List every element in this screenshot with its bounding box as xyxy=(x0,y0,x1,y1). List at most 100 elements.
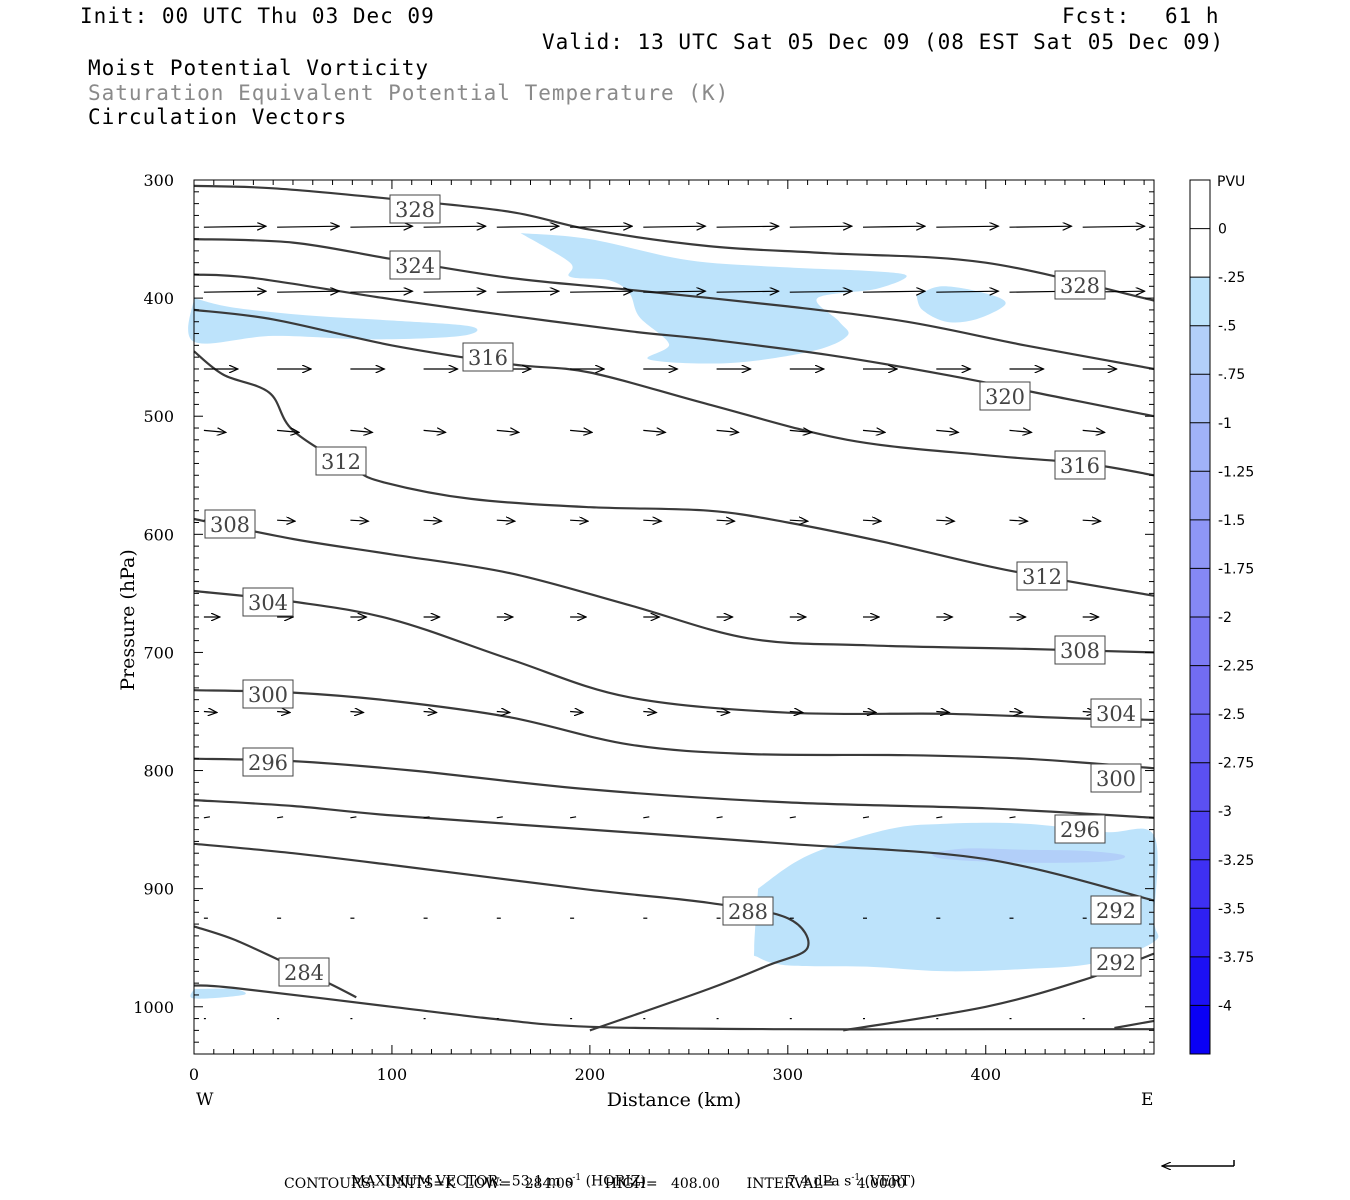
circulation-vector xyxy=(789,291,852,292)
theta-contour-300 xyxy=(193,689,1155,770)
circulation-vector xyxy=(423,291,486,292)
circulation-vector xyxy=(423,712,437,713)
colorbar-label: -1.75 xyxy=(1218,561,1254,577)
max-vector-vert-line: 7.4 dPa s-1 (VERT) xyxy=(778,1157,916,1190)
mpv-shaded-region xyxy=(190,988,246,999)
horiz-exponent: -1 xyxy=(572,1173,582,1183)
colorbar-swatch xyxy=(1190,956,1210,1006)
contour-label-box xyxy=(242,679,294,709)
field-title-vectors: Circulation Vectors xyxy=(88,105,348,129)
colorbar-label: -1.25 xyxy=(1218,464,1254,480)
circulation-vector xyxy=(1009,430,1032,432)
circulation-vector xyxy=(423,520,442,521)
field-title-mpv: Moist Potential Vorticity xyxy=(88,56,430,80)
circulation-vector xyxy=(716,226,779,227)
contour-label-box xyxy=(1054,814,1106,844)
theta-contour-288 xyxy=(193,842,810,1032)
circulation-vector xyxy=(350,291,412,292)
contour-label-box xyxy=(242,587,294,617)
colorbar-swatch xyxy=(1190,1005,1210,1055)
max-vector-vert-tag: (VERT) xyxy=(864,1173,916,1190)
contour-label-box xyxy=(1054,270,1106,300)
circulation-vector xyxy=(1082,226,1145,227)
circulation-vector xyxy=(936,816,943,819)
colorbar-label: -2.75 xyxy=(1218,756,1254,772)
valid-time: Valid: 13 UTC Sat 05 Dec 09 (08 EST Sat … xyxy=(542,30,1225,54)
circulation-vector xyxy=(570,430,592,432)
y-tick-label: 400 xyxy=(143,289,174,308)
colorbar-label: -4 xyxy=(1218,998,1232,1014)
circulation-vector xyxy=(203,291,266,292)
contour-label-312: 312 xyxy=(321,450,361,474)
colorbar-label: -.75 xyxy=(1218,367,1245,383)
contour-label-box xyxy=(1090,947,1142,977)
contour-label-box xyxy=(1054,635,1106,665)
circulation-vector xyxy=(570,520,588,521)
circulation-vector xyxy=(203,430,226,432)
colorbar-swatch xyxy=(1190,180,1210,230)
reference-vector xyxy=(1162,1160,1235,1166)
forecast-hour: 61 h xyxy=(1165,4,1220,28)
circulation-vector xyxy=(350,520,368,521)
colorbar-label: -2.5 xyxy=(1218,707,1245,723)
circulation-vector xyxy=(1009,226,1072,227)
circulation-vector xyxy=(1082,520,1101,521)
circulation-vector xyxy=(350,226,412,227)
circulation-vector xyxy=(862,520,881,521)
contour-label-308: 308 xyxy=(1060,639,1100,663)
circulation-vector xyxy=(862,816,870,819)
contour-label-304: 304 xyxy=(1096,702,1136,726)
circulation-vector xyxy=(496,226,559,227)
circulation-vector xyxy=(423,430,446,432)
contour-label-316: 316 xyxy=(1060,454,1100,478)
colorbar-label: -.5 xyxy=(1218,319,1236,335)
contour-label-324: 324 xyxy=(395,254,435,278)
circulation-vector xyxy=(862,430,885,432)
x-tick-label: 400 xyxy=(970,1065,1001,1084)
circulation-vector xyxy=(1009,816,1016,819)
contour-label-box xyxy=(389,194,441,224)
vert-exponent: -1 xyxy=(851,1173,861,1183)
contour-label-296: 296 xyxy=(248,751,288,775)
circulation-vector xyxy=(203,226,266,227)
y-tick-label: 300 xyxy=(143,171,174,190)
contour-label-box xyxy=(1090,763,1142,793)
colorbar-swatch xyxy=(1190,228,1210,278)
theta-contour-316 xyxy=(193,308,1155,477)
y-tick-label: 1000 xyxy=(133,998,174,1017)
contour-label-box xyxy=(1054,450,1106,480)
circulation-vector xyxy=(643,712,656,713)
circulation-vector xyxy=(277,291,339,292)
contour-label-304: 304 xyxy=(248,591,288,615)
circulation-vector xyxy=(936,430,958,432)
colorbar-label: 0 xyxy=(1218,222,1227,238)
circulation-vector xyxy=(643,430,665,432)
contour-label-box xyxy=(1090,895,1142,925)
contour-label-box xyxy=(1090,698,1142,728)
colorbar-swatch xyxy=(1190,811,1210,861)
circulation-vector xyxy=(277,226,339,227)
circulation-vector xyxy=(789,712,803,713)
circulation-vector xyxy=(496,816,503,819)
contour-label-box xyxy=(1016,561,1068,591)
circulation-vector xyxy=(789,520,808,521)
circulation-vector xyxy=(716,291,779,292)
circulation-vector xyxy=(936,226,998,227)
circulation-vector xyxy=(936,291,998,292)
colorbar: 0 -.25 -.5 -.75 -1 -1.25 -1.5 -1.75 -2 -2.25 -2.5 -… xyxy=(1189,179,1254,1055)
colorbar-swatch xyxy=(1190,325,1210,375)
colorbar-swatch xyxy=(1190,665,1210,715)
contour-label-box xyxy=(389,250,441,280)
mpv-shaded-region xyxy=(930,848,1126,863)
colorbar-label: -3 xyxy=(1218,804,1232,820)
y-tick-label: 600 xyxy=(143,525,174,544)
colorbar-swatch xyxy=(1190,471,1210,521)
colorbar-label: -1.5 xyxy=(1218,513,1245,529)
contour-label-box xyxy=(242,747,294,777)
circulation-vector xyxy=(350,816,357,819)
colorbar-swatch xyxy=(1190,908,1210,958)
circulation-vector xyxy=(789,430,812,432)
contour-label-300: 300 xyxy=(1096,767,1136,791)
colorbar-label: -3.75 xyxy=(1218,950,1254,966)
